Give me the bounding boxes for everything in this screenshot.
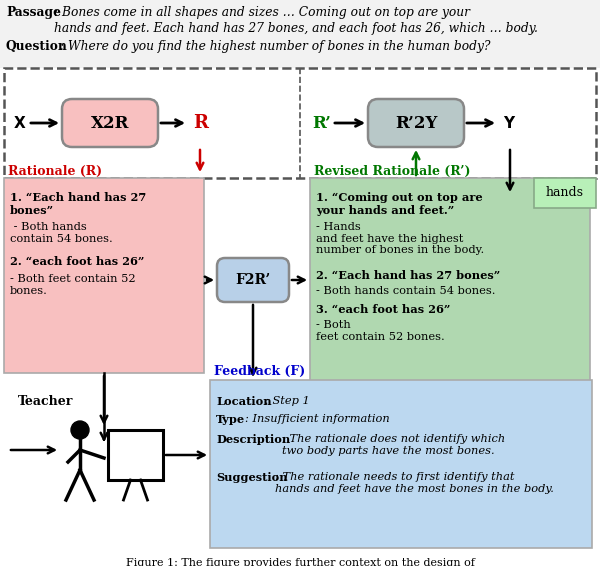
Text: F2R’: F2R’	[235, 273, 271, 287]
Text: R’: R’	[312, 114, 331, 131]
Text: Type: Type	[216, 414, 245, 425]
FancyBboxPatch shape	[4, 178, 204, 373]
Circle shape	[71, 421, 89, 439]
Text: - Both hands contain 54 bones.: - Both hands contain 54 bones.	[316, 286, 496, 296]
Text: Location: Location	[216, 396, 272, 407]
Text: hands: hands	[546, 187, 584, 199]
Text: 3. “each foot has 26”: 3. “each foot has 26”	[316, 304, 451, 315]
Text: X2R: X2R	[91, 114, 129, 131]
Text: R: R	[193, 114, 208, 132]
Text: Description: Description	[216, 434, 290, 445]
FancyBboxPatch shape	[310, 178, 590, 398]
FancyBboxPatch shape	[108, 430, 163, 480]
Text: : Insufficient information: : Insufficient information	[245, 414, 390, 424]
FancyBboxPatch shape	[217, 258, 289, 302]
Text: 1. “Coming out on top are
your hands and feet.”: 1. “Coming out on top are your hands and…	[316, 192, 482, 216]
Text: Question: Question	[6, 40, 68, 53]
Text: - Both hands
contain 54 bones.: - Both hands contain 54 bones.	[10, 222, 113, 243]
Text: Figure 1: The figure provides further context on the design of: Figure 1: The figure provides further co…	[125, 558, 475, 566]
Text: hands and feet. Each hand has 27 bones, and each foot has 26, which … body.: hands and feet. Each hand has 27 bones, …	[54, 22, 538, 35]
Text: : The rationale needs to first identify that
hands and feet have the most bones : : The rationale needs to first identify …	[275, 472, 554, 494]
Text: : Where do you find the highest number of bones in the human body?: : Where do you find the highest number o…	[60, 40, 491, 53]
Text: Feedback (F): Feedback (F)	[214, 365, 305, 378]
Text: Y: Y	[503, 115, 514, 131]
Text: Revised Rationale (R’): Revised Rationale (R’)	[314, 165, 470, 178]
Text: R’2Y: R’2Y	[395, 114, 437, 131]
FancyBboxPatch shape	[4, 68, 596, 178]
Text: - Both feet contain 52
bones.: - Both feet contain 52 bones.	[10, 274, 136, 295]
Text: : Bones come in all shapes and sizes … Coming out on top are your: : Bones come in all shapes and sizes … C…	[54, 6, 470, 19]
Text: 1. “Each hand has 27
bones”: 1. “Each hand has 27 bones”	[10, 192, 146, 216]
Text: Passage: Passage	[6, 6, 61, 19]
Text: Rationale (R): Rationale (R)	[8, 165, 102, 178]
Text: Teacher: Teacher	[18, 395, 73, 408]
FancyBboxPatch shape	[534, 178, 596, 208]
FancyBboxPatch shape	[62, 99, 158, 147]
Text: : The rationale does not identify which
two body parts have the most bones.: : The rationale does not identify which …	[282, 434, 505, 456]
Text: X: X	[14, 115, 26, 131]
FancyBboxPatch shape	[0, 0, 600, 68]
Text: 2. “each foot has 26”: 2. “each foot has 26”	[10, 256, 145, 267]
Text: : Step 1: : Step 1	[265, 396, 310, 406]
Text: - Both
feet contain 52 bones.: - Both feet contain 52 bones.	[316, 320, 445, 342]
FancyBboxPatch shape	[210, 380, 592, 548]
Text: Suggestion: Suggestion	[216, 472, 287, 483]
Text: 2. “Each hand has 27 bones”: 2. “Each hand has 27 bones”	[316, 270, 500, 281]
FancyBboxPatch shape	[368, 99, 464, 147]
Text: - Hands
and feet have the highest
number of bones in the body.: - Hands and feet have the highest number…	[316, 222, 484, 255]
